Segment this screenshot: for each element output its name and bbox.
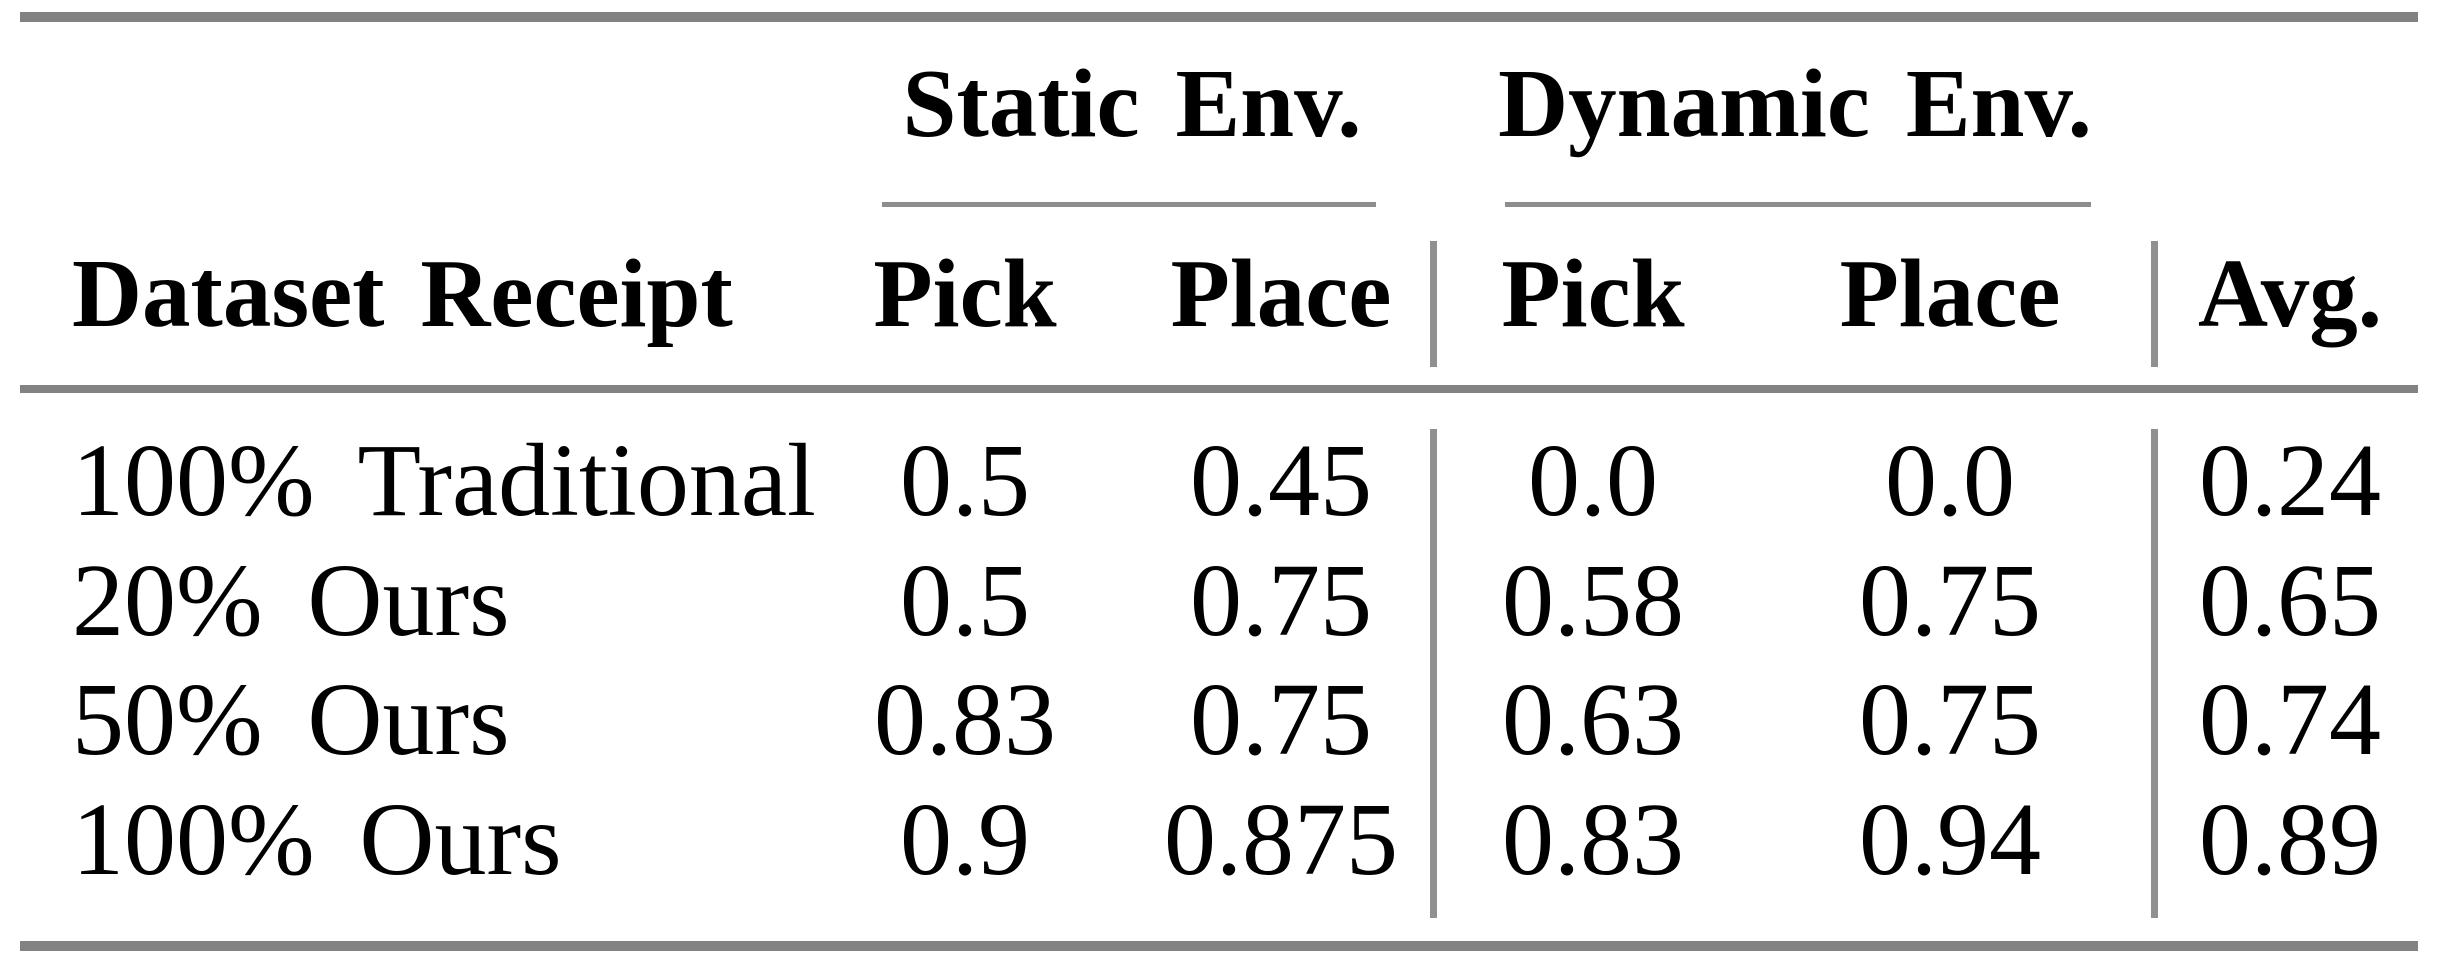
cell-r0-dynamic-place: 0.0 bbox=[1885, 423, 2015, 538]
row-label-50-ours: 50% Ours bbox=[72, 662, 510, 777]
dynamic-env-underline bbox=[1505, 202, 2091, 207]
cell-r1-static-pick: 0.5 bbox=[900, 543, 1030, 658]
static-env-underline bbox=[882, 202, 1376, 207]
cell-r3-static-pick: 0.9 bbox=[900, 782, 1030, 897]
row-label-100-ours: 100% Ours bbox=[72, 782, 562, 897]
cell-r3-dynamic-pick: 0.83 bbox=[1502, 782, 1684, 897]
cell-r1-static-place: 0.75 bbox=[1190, 543, 1372, 658]
cell-r3-dynamic-place: 0.94 bbox=[1859, 782, 2041, 897]
group-header-static-env: Static Env. bbox=[902, 50, 1362, 157]
bottom-rule bbox=[20, 941, 2418, 951]
cell-r1-dynamic-pick: 0.58 bbox=[1502, 543, 1684, 658]
col-header-dynamic-pick: Pick bbox=[1501, 240, 1685, 347]
cell-r2-dynamic-pick: 0.63 bbox=[1502, 662, 1684, 777]
row-label-20-ours: 20% Ours bbox=[72, 543, 510, 658]
cell-r3-static-place: 0.875 bbox=[1164, 782, 1398, 897]
vertical-divider-dynamic-avg-body bbox=[2151, 429, 2158, 918]
col-header-dynamic-place: Place bbox=[1839, 240, 2061, 347]
cell-r0-static-pick: 0.5 bbox=[900, 423, 1030, 538]
col-header-static-pick: Pick bbox=[873, 240, 1057, 347]
group-header-dynamic-env: Dynamic Env. bbox=[1498, 50, 2092, 157]
cell-r1-avg: 0.65 bbox=[2199, 543, 2381, 658]
cell-r0-static-place: 0.45 bbox=[1190, 423, 1372, 538]
vertical-divider-static-dynamic-body bbox=[1430, 429, 1437, 918]
cell-r0-avg: 0.24 bbox=[2199, 423, 2381, 538]
col-header-dataset-receipt: Dataset Receipt bbox=[72, 240, 733, 347]
vertical-divider-static-dynamic-header bbox=[1430, 241, 1437, 367]
cell-r2-dynamic-place: 0.75 bbox=[1859, 662, 2041, 777]
cell-r0-dynamic-pick: 0.0 bbox=[1528, 423, 1658, 538]
cell-r1-dynamic-place: 0.75 bbox=[1859, 543, 2041, 658]
vertical-divider-dynamic-avg-header bbox=[2151, 241, 2158, 367]
cell-r2-avg: 0.74 bbox=[2199, 662, 2381, 777]
col-header-static-place: Place bbox=[1170, 240, 1392, 347]
col-header-avg: Avg. bbox=[2197, 240, 2383, 347]
cell-r3-avg: 0.89 bbox=[2199, 782, 2381, 897]
top-rule bbox=[20, 12, 2418, 22]
header-body-divider-rule bbox=[20, 385, 2418, 393]
row-label-100-traditional: 100% Traditional bbox=[72, 423, 816, 538]
cell-r2-static-place: 0.75 bbox=[1190, 662, 1372, 777]
cell-r2-static-pick: 0.83 bbox=[874, 662, 1056, 777]
